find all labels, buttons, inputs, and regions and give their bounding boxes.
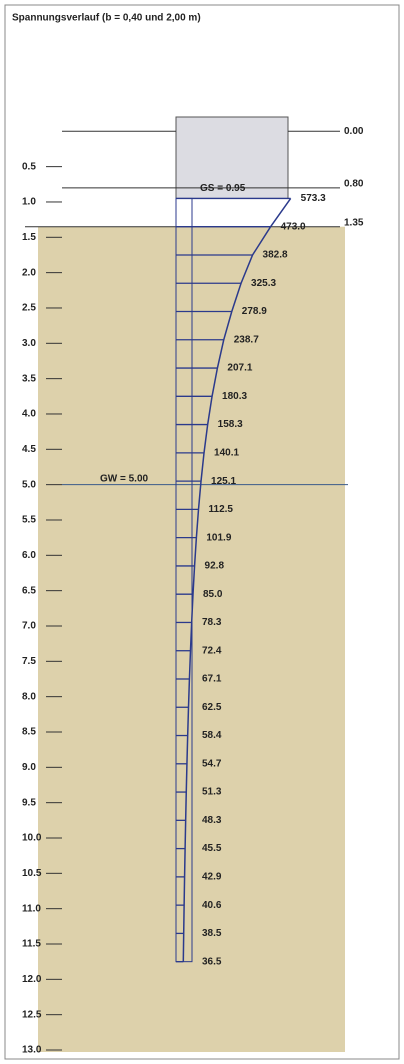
value-label: 180.3 — [222, 391, 247, 402]
y-tick-label: 10.5 — [22, 868, 42, 879]
y-tick-label: 13.0 — [22, 1045, 42, 1056]
value-label: 382.8 — [263, 250, 288, 261]
value-label: 101.9 — [206, 532, 231, 543]
y-tick-label: 6.0 — [22, 550, 36, 561]
foundation — [175, 116, 289, 199]
y-tick-label: 9.0 — [22, 762, 36, 773]
value-label: 67.1 — [202, 674, 222, 685]
value-label: 58.4 — [202, 730, 222, 741]
y-tick-label: 0.5 — [22, 161, 36, 172]
y-tick-label: 5.0 — [22, 479, 36, 490]
value-label: 278.9 — [242, 306, 267, 317]
value-label: 42.9 — [202, 872, 222, 883]
y-tick-label: 8.0 — [22, 691, 36, 702]
y-tick-label: 11.0 — [22, 903, 41, 914]
stress-curve — [182, 198, 292, 962]
y-tick-label: 9.5 — [22, 797, 36, 808]
value-label: 38.5 — [202, 928, 222, 939]
value-label: 92.8 — [205, 561, 225, 572]
value-label: 40.6 — [202, 900, 222, 911]
y-tick-label: 3.0 — [22, 338, 36, 349]
value-label: 158.3 — [218, 419, 243, 430]
foundation-base-label: GS = 0.95 — [200, 183, 246, 194]
value-label: 325.3 — [251, 278, 276, 289]
y-tick-label: 1.0 — [22, 197, 36, 208]
value-label: 48.3 — [202, 815, 222, 826]
value-label: 207.1 — [227, 363, 252, 374]
y-tick-label: 8.5 — [22, 727, 36, 738]
y-tick-label: 10.0 — [22, 833, 42, 844]
y-tick-label: 6.5 — [22, 585, 36, 596]
groundwater-label: GW = 5.00 — [100, 473, 149, 484]
value-label: 45.5 — [202, 843, 222, 854]
value-label: 473.0 — [281, 221, 306, 232]
chart-title: Spannungsverlauf (b = 0,40 und 2,00 m) — [12, 13, 201, 24]
level-label: 1.35 — [344, 217, 364, 228]
y-tick-label: 7.0 — [22, 621, 36, 632]
y-tick-label: 1.5 — [22, 232, 36, 243]
value-label: 238.7 — [234, 334, 259, 345]
value-label: 51.3 — [202, 787, 222, 798]
value-label: 54.7 — [202, 758, 222, 769]
y-tick-label: 4.0 — [22, 409, 36, 420]
y-tick-label: 2.0 — [22, 267, 36, 278]
value-label: 125.1 — [211, 476, 236, 487]
value-label: 78.3 — [202, 617, 222, 628]
value-label: 85.0 — [203, 589, 223, 600]
y-tick-label: 12.0 — [22, 974, 42, 985]
level-label: 0.00 — [344, 126, 364, 137]
y-tick-label: 4.5 — [22, 444, 36, 455]
y-tick-label: 2.5 — [22, 303, 36, 314]
value-label: 36.5 — [202, 956, 222, 967]
value-label: 62.5 — [202, 702, 222, 713]
y-tick-label: 3.5 — [22, 373, 36, 384]
value-label: 112.5 — [209, 504, 234, 515]
value-label: 72.4 — [202, 645, 222, 656]
y-tick-label: 11.5 — [22, 939, 41, 950]
value-label: 140.1 — [214, 447, 239, 458]
level-label: 0.80 — [344, 178, 364, 189]
y-tick-label: 7.5 — [22, 656, 36, 667]
y-tick-label: 5.5 — [22, 515, 36, 526]
y-tick-label: 12.5 — [22, 1009, 42, 1020]
value-label: 573.3 — [301, 193, 326, 204]
